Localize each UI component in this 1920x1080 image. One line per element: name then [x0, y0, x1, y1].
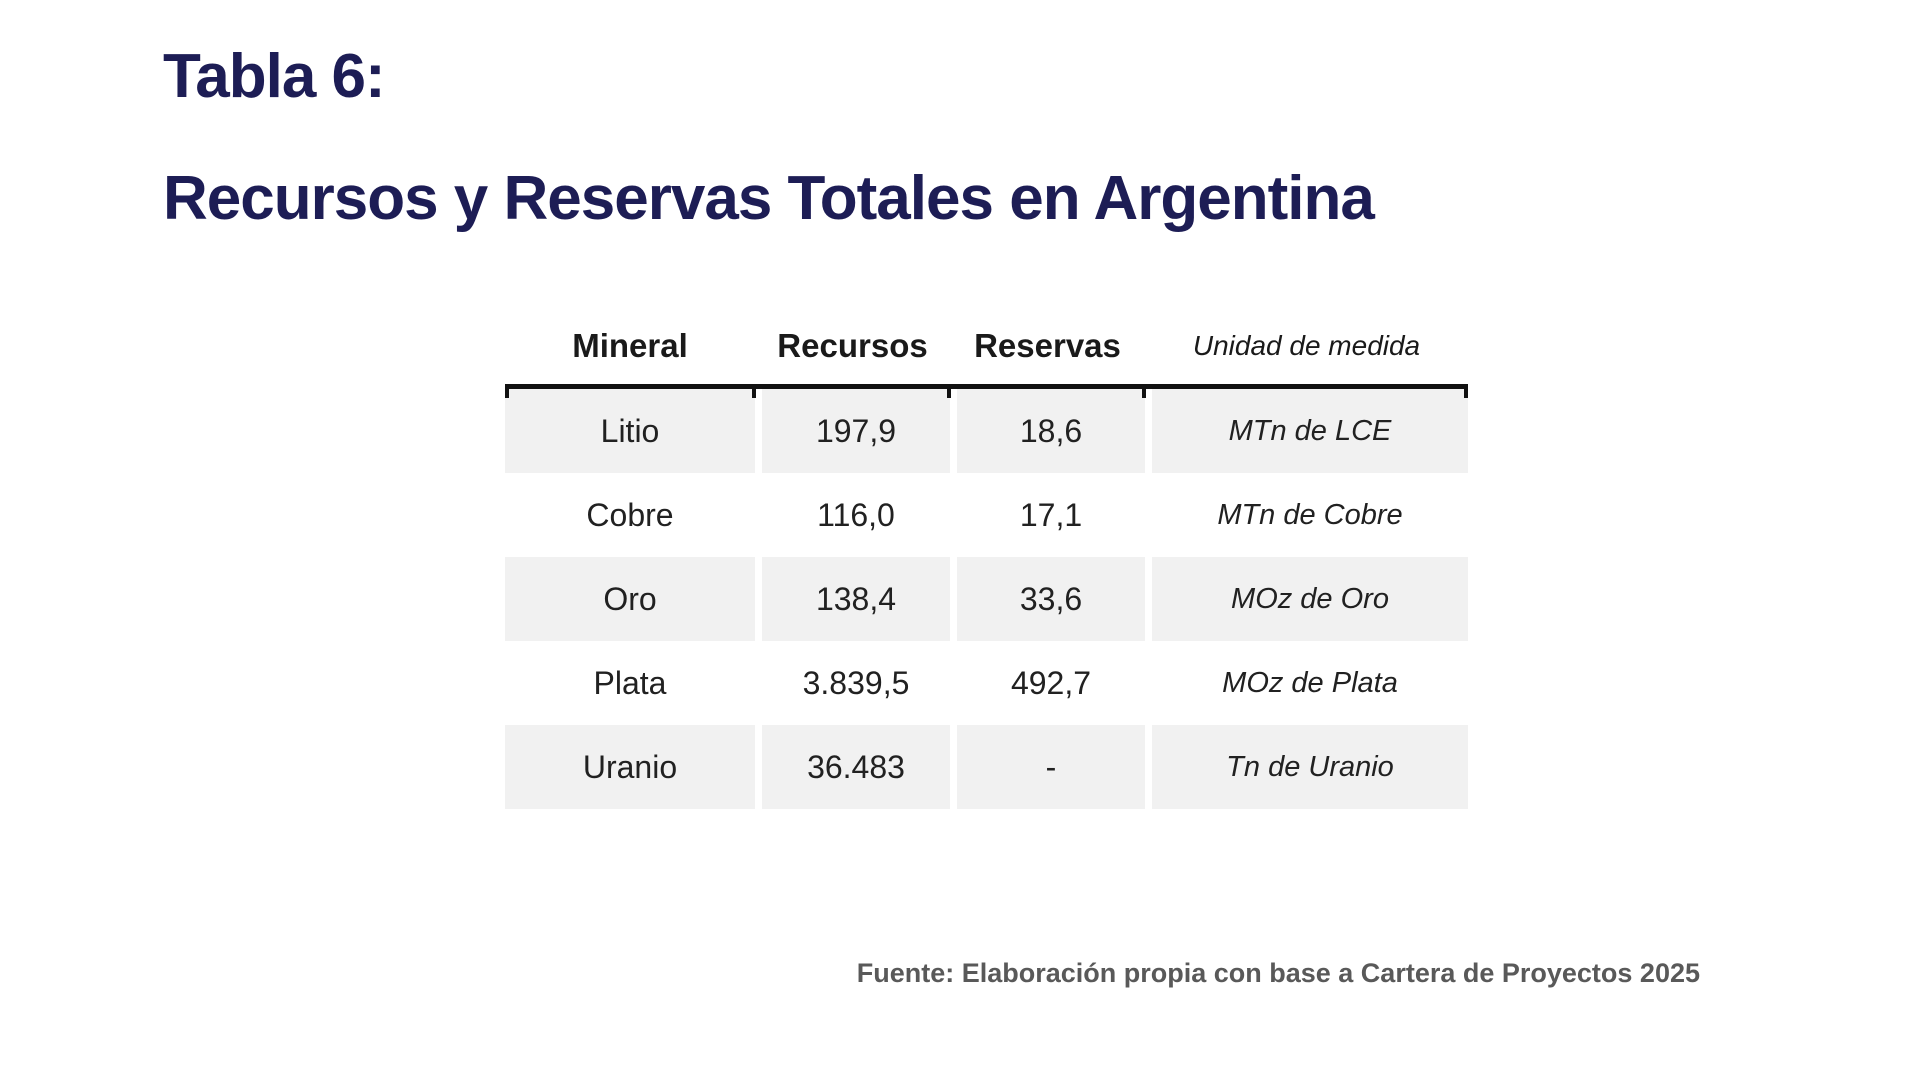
column-header-unidad-de-medida: Unidad de medida	[1192, 330, 1421, 361]
page-title: Recursos y Reservas Totales en Argentina	[163, 164, 1375, 233]
cell-reservas: 18,6	[950, 389, 1145, 473]
cell-unidad: MTn de Cobre	[1145, 473, 1468, 557]
column-tick	[1142, 384, 1146, 398]
cell-mineral: Litio	[505, 389, 755, 473]
column-header-mineral: Mineral	[572, 327, 688, 364]
cell-mineral: Oro	[505, 557, 755, 641]
cell-recursos: 197,9	[755, 389, 950, 473]
cell-unidad: Tn de Uranio	[1145, 725, 1468, 809]
source-note: Fuente: Elaboración propia con base a Ca…	[856, 958, 1700, 988]
cell-recursos: 116,0	[755, 473, 950, 557]
table-row: Litio 197,9 18,6 MTn de LCE	[505, 389, 1468, 473]
cell-reservas: -	[950, 725, 1145, 809]
column-tick	[752, 384, 756, 398]
table-row: Uranio 36.483 - Tn de Uranio	[505, 725, 1468, 809]
column-tick	[1464, 384, 1468, 398]
column-tick	[505, 384, 509, 398]
table-body: Litio 197,9 18,6 MTn de LCE Cobre 116,0 …	[505, 389, 1468, 809]
cell-recursos: 138,4	[755, 557, 950, 641]
header-separator-line	[505, 384, 1468, 398]
cell-unidad: MOz de Oro	[1145, 557, 1468, 641]
cell-reservas: 17,1	[950, 473, 1145, 557]
cell-reservas: 492,7	[950, 641, 1145, 725]
cell-unidad: MTn de LCE	[1145, 389, 1468, 473]
cell-unidad: MOz de Plata	[1145, 641, 1468, 725]
table-row: Oro 138,4 33,6 MOz de Oro	[505, 557, 1468, 641]
table-header-row: Mineral Recursos Reservas Unidad de medi…	[505, 308, 1468, 384]
column-tick	[947, 384, 951, 398]
column-header-recursos: Recursos	[777, 327, 928, 364]
table-number-label: Tabla 6:	[163, 42, 386, 111]
cell-recursos: 3.839,5	[755, 641, 950, 725]
cell-mineral: Uranio	[505, 725, 755, 809]
cell-mineral: Plata	[505, 641, 755, 725]
minerals-table: Mineral Recursos Reservas Unidad de medi…	[505, 308, 1468, 809]
table-row: Cobre 116,0 17,1 MTn de Cobre	[505, 473, 1468, 557]
table-row: Plata 3.839,5 492,7 MOz de Plata	[505, 641, 1468, 725]
cell-mineral: Cobre	[505, 473, 755, 557]
cell-reservas: 33,6	[950, 557, 1145, 641]
column-header-reservas: Reservas	[974, 327, 1121, 364]
cell-recursos: 36.483	[755, 725, 950, 809]
